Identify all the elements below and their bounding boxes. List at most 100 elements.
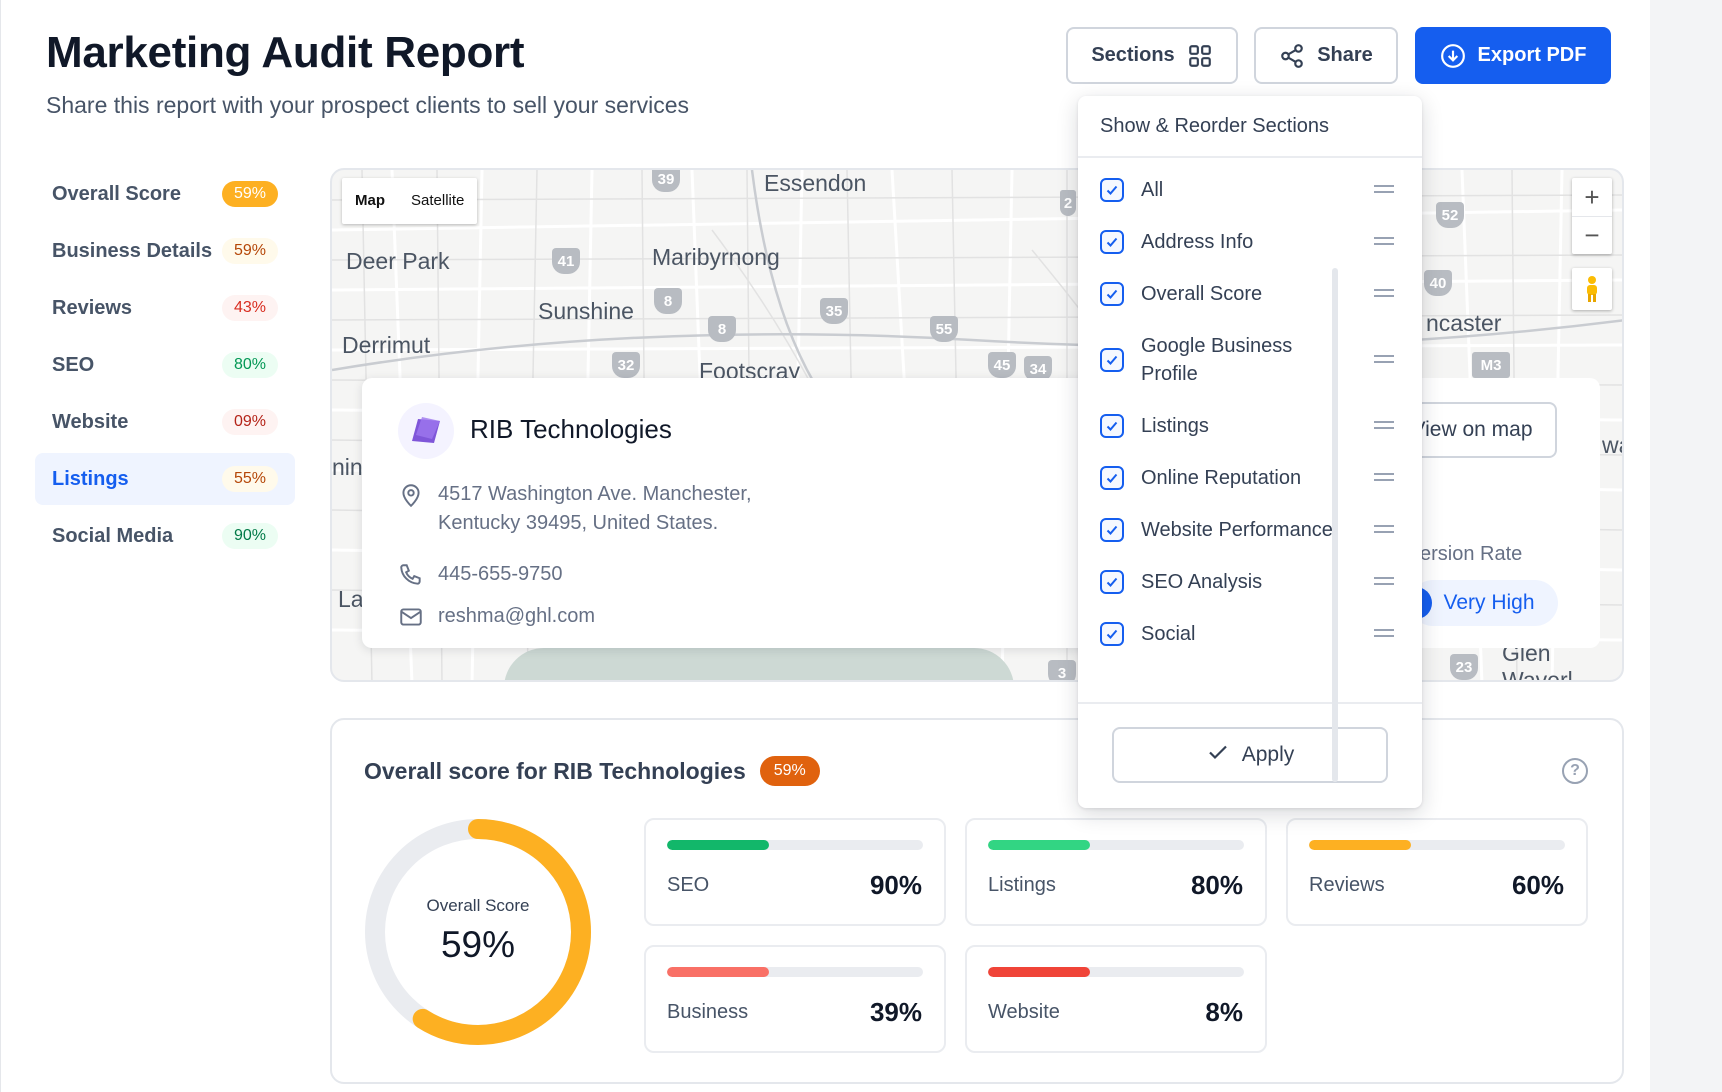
section-option[interactable]: Overall Score [1078, 278, 1408, 310]
address-line-1: 4517 Washington Ave. Manchester, [438, 483, 752, 505]
email-row: reshma@ghl.com [398, 602, 595, 639]
email-address: reshma@ghl.com [438, 605, 596, 627]
map-place-label: Derrimut [342, 332, 431, 358]
zoom-in-button[interactable]: + [1584, 181, 1600, 212]
score-bar-fill [988, 840, 1091, 850]
section-option[interactable]: Listings [1078, 410, 1408, 442]
checkbox-checked-icon[interactable] [1100, 178, 1124, 202]
score-bar-fill [988, 967, 1091, 977]
section-option[interactable]: Website Performance [1078, 514, 1408, 546]
map-place-label: Maribyrnong [652, 244, 780, 270]
checkbox-checked-icon[interactable] [1100, 414, 1124, 438]
section-option[interactable]: Google Business Profile [1078, 330, 1408, 390]
route-shield: 23 [1450, 654, 1478, 680]
route-shield: 2 [1060, 190, 1076, 216]
download-icon [1440, 43, 1466, 69]
map-place-label: La [338, 586, 364, 612]
score-card-value: 60% [1511, 870, 1564, 900]
help-icon[interactable]: ? [1562, 758, 1588, 784]
section-option[interactable]: Online Reputation [1078, 462, 1408, 494]
sidebar-item-overall-score[interactable]: Overall Score 59% [35, 168, 295, 220]
map-place-label: wa [1602, 432, 1622, 458]
overall-score-badge: 59% [759, 756, 820, 786]
drag-handle-icon[interactable] [1374, 181, 1394, 199]
sidebar-item-label: Reviews [52, 296, 133, 319]
sidebar-item-label: Social Media [52, 524, 174, 547]
sidebar-item-label: Overall Score [52, 182, 181, 205]
pegman-icon[interactable] [1572, 268, 1612, 310]
score-badge: 80% [221, 352, 278, 378]
score-badge: 09% [221, 409, 278, 435]
map-type-map[interactable]: Map [355, 192, 385, 209]
sidebar-item-listings[interactable]: Listings 55% [35, 453, 295, 505]
dropdown-title: Show & Reorder Sections [1078, 96, 1422, 158]
share-icon [1279, 43, 1305, 69]
conversion-rate-label: ersion Rate [1420, 543, 1523, 565]
route-shield: 3 [1048, 660, 1076, 680]
sidebar-item-label: Business Details [52, 239, 213, 262]
map-type-satellite[interactable]: Satellite [411, 192, 465, 209]
drag-handle-icon[interactable] [1374, 233, 1394, 251]
score-badge: 43% [221, 295, 278, 321]
page-title: Marketing Audit Report [46, 28, 525, 77]
sections-button[interactable]: Sections [1066, 27, 1238, 84]
score-badge: 90% [221, 523, 278, 549]
section-option-label: Online Reputation [1141, 467, 1302, 489]
drag-handle-icon[interactable] [1374, 285, 1394, 303]
sidebar-item-label: Website [52, 410, 129, 433]
dropdown-footer: Apply [1078, 702, 1422, 808]
checkbox-checked-icon[interactable] [1100, 348, 1124, 372]
checkbox-checked-icon[interactable] [1100, 570, 1124, 594]
section-option-label: Listings [1141, 415, 1209, 437]
sidebar-item-seo[interactable]: SEO 80% [35, 339, 295, 391]
section-list: All Address Info Overall Score Google Bu… [1078, 158, 1422, 702]
route-shield: 32 [612, 352, 640, 378]
share-button[interactable]: Share [1254, 27, 1398, 84]
section-option-label: Address Info [1141, 231, 1254, 253]
checkbox-checked-icon[interactable] [1100, 230, 1124, 254]
checkbox-checked-icon[interactable] [1100, 518, 1124, 542]
share-button-label: Share [1317, 44, 1373, 66]
section-option[interactable]: SEO Analysis [1078, 566, 1408, 598]
drag-handle-icon[interactable] [1374, 573, 1394, 591]
zoom-out-button[interactable]: − [1572, 216, 1612, 254]
route-shield: 34 [1024, 356, 1052, 382]
score-bar-track [667, 840, 923, 850]
drag-handle-icon[interactable] [1374, 625, 1394, 643]
section-option[interactable]: All [1078, 174, 1408, 206]
checkbox-checked-icon[interactable] [1100, 282, 1124, 306]
map-park [504, 648, 1014, 680]
drag-handle-icon[interactable] [1374, 351, 1394, 369]
checkbox-checked-icon[interactable] [1100, 622, 1124, 646]
sidebar-item-business-details[interactable]: Business Details 59% [35, 225, 295, 277]
sections-dropdown: Show & Reorder Sections All Address Info… [1078, 96, 1422, 808]
map-place-label: nin [332, 454, 363, 480]
score-card-label: Business [667, 1001, 749, 1023]
dropdown-scrollbar[interactable] [1332, 268, 1338, 782]
score-card-website: Website 8% [965, 945, 1267, 1053]
section-option[interactable]: Social [1078, 618, 1408, 650]
donut-progress-arc [365, 819, 591, 1045]
route-shield: 52 [1436, 202, 1464, 228]
export-pdf-button[interactable]: Export PDF [1415, 27, 1611, 84]
section-option[interactable]: Address Info [1078, 226, 1408, 258]
score-card-label: Listings [988, 874, 1056, 896]
sidebar-item-website[interactable]: Website 09% [35, 396, 295, 448]
phone-row: 445-655-9750 [398, 560, 563, 597]
checkbox-checked-icon[interactable] [1100, 466, 1124, 490]
apply-button[interactable]: Apply [1112, 727, 1388, 783]
score-card-value: 90% [869, 870, 922, 900]
drag-handle-icon[interactable] [1374, 469, 1394, 487]
score-badge: 55% [221, 466, 278, 492]
score-bar-fill [667, 967, 770, 977]
overall-score-panel: Overall score for RIB Technologies 59% ?… [330, 718, 1624, 1084]
sidebar-item-reviews[interactable]: Reviews 43% [35, 282, 295, 334]
drag-handle-icon[interactable] [1374, 521, 1394, 539]
score-bar-track [1309, 840, 1565, 850]
drag-handle-icon[interactable] [1374, 417, 1394, 435]
route-shield: 40 [1424, 270, 1452, 296]
sidebar-item-social-media[interactable]: Social Media 90% [35, 510, 295, 562]
route-shield: M3 [1472, 352, 1510, 378]
route-shield: 8 [654, 288, 682, 314]
sidebar-item-label: Listings [52, 467, 129, 490]
